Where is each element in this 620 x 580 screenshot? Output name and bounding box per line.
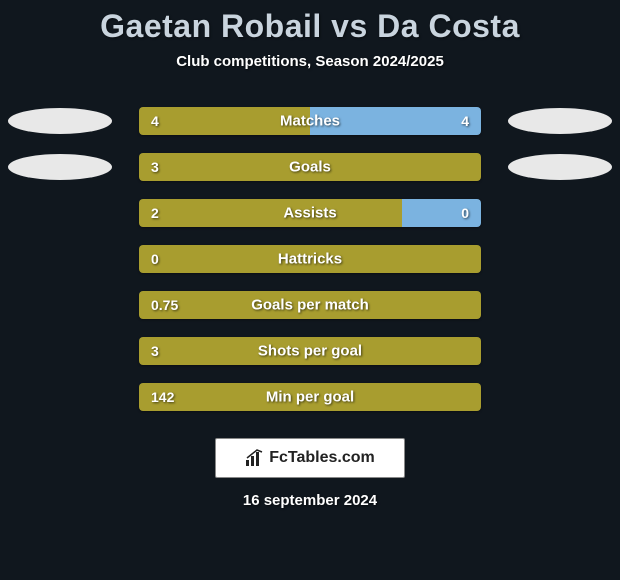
stat-value-left: 0 [151, 251, 159, 267]
stat-row: 2 0 Assists [0, 190, 620, 236]
bar-left-segment [139, 199, 402, 227]
stat-value-left: 3 [151, 159, 159, 175]
stat-value-right: 0 [461, 205, 469, 221]
date-label: 16 september 2024 [0, 492, 620, 509]
stat-bar: 2 0 Assists [139, 199, 481, 227]
player-right-marker [508, 108, 612, 134]
player-left-marker [8, 108, 112, 134]
stat-bar: 0.75 Goals per match [139, 291, 481, 319]
stat-row: 0 Hattricks [0, 236, 620, 282]
stat-label: Assists [283, 205, 336, 222]
stat-bar: 3 Shots per goal [139, 337, 481, 365]
comparison-chart: 4 4 Matches 3 Goals 2 0 Assists 0 Hattricks 0.75 Go… [0, 98, 620, 420]
stat-label: Min per goal [266, 389, 354, 406]
stat-bar: 3 Goals [139, 153, 481, 181]
stat-row: 142 Min per goal [0, 374, 620, 420]
chart-icon [245, 449, 265, 467]
branding-text: FcTables.com [269, 449, 375, 467]
stat-label: Hattricks [278, 251, 342, 268]
stat-label: Shots per goal [258, 343, 362, 360]
stat-label: Goals [289, 159, 331, 176]
stat-value-left: 0.75 [151, 297, 178, 313]
stat-bar: 142 Min per goal [139, 383, 481, 411]
player-right-marker [508, 154, 612, 180]
stat-value-left: 4 [151, 113, 159, 129]
stat-bar: 4 4 Matches [139, 107, 481, 135]
branding-box: FcTables.com [215, 438, 405, 478]
stat-label: Matches [280, 113, 340, 130]
stat-row: 3 Goals [0, 144, 620, 190]
stat-row: 3 Shots per goal [0, 328, 620, 374]
stat-bar: 0 Hattricks [139, 245, 481, 273]
player-left-marker [8, 154, 112, 180]
stat-value-left: 142 [151, 389, 174, 405]
page-subtitle: Club competitions, Season 2024/2025 [0, 53, 620, 70]
page-title: Gaetan Robail vs Da Costa [0, 0, 620, 45]
stat-row: 4 4 Matches [0, 98, 620, 144]
stat-label: Goals per match [251, 297, 369, 314]
stat-value-left: 2 [151, 205, 159, 221]
stat-value-right: 4 [461, 113, 469, 129]
stat-row: 0.75 Goals per match [0, 282, 620, 328]
stat-value-left: 3 [151, 343, 159, 359]
